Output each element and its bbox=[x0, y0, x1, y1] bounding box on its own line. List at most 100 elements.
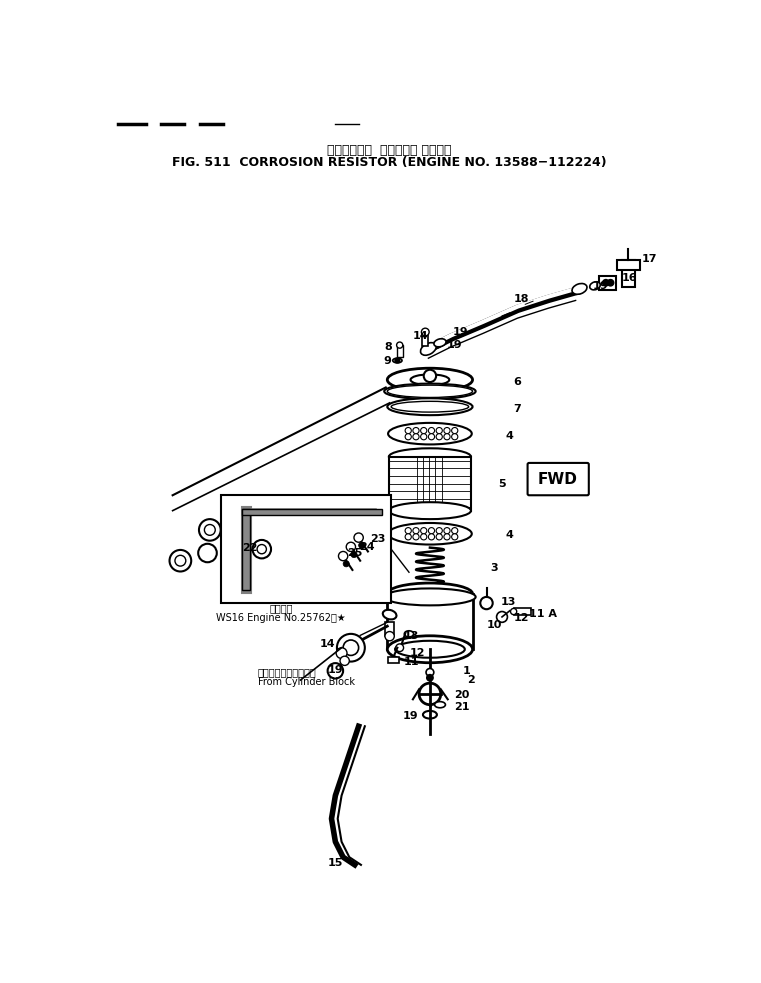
Text: 12: 12 bbox=[409, 648, 425, 658]
Text: 7: 7 bbox=[514, 404, 521, 414]
Ellipse shape bbox=[590, 282, 600, 290]
Circle shape bbox=[385, 631, 394, 641]
Circle shape bbox=[337, 634, 365, 662]
Circle shape bbox=[436, 434, 442, 439]
Ellipse shape bbox=[572, 283, 587, 294]
Ellipse shape bbox=[421, 343, 436, 355]
Circle shape bbox=[436, 428, 442, 434]
Circle shape bbox=[358, 543, 365, 549]
FancyBboxPatch shape bbox=[527, 463, 589, 495]
Ellipse shape bbox=[395, 641, 465, 658]
Bar bbox=[397, 345, 403, 358]
Circle shape bbox=[444, 528, 450, 534]
Circle shape bbox=[339, 551, 348, 560]
Text: 14: 14 bbox=[413, 331, 428, 341]
Circle shape bbox=[343, 640, 358, 656]
Circle shape bbox=[421, 434, 427, 439]
Text: 16: 16 bbox=[622, 273, 638, 283]
Ellipse shape bbox=[404, 631, 414, 637]
Circle shape bbox=[351, 551, 357, 557]
Ellipse shape bbox=[434, 339, 446, 347]
Text: 4: 4 bbox=[506, 530, 514, 541]
Circle shape bbox=[396, 342, 403, 348]
Text: 13: 13 bbox=[501, 597, 516, 607]
Circle shape bbox=[451, 528, 458, 534]
Circle shape bbox=[497, 611, 508, 622]
Circle shape bbox=[427, 674, 433, 681]
Text: 6: 6 bbox=[514, 377, 521, 387]
Text: 19: 19 bbox=[403, 712, 419, 722]
Circle shape bbox=[424, 370, 436, 382]
Bar bbox=[622, 260, 635, 287]
Text: 22: 22 bbox=[242, 543, 258, 552]
Ellipse shape bbox=[383, 609, 396, 619]
Text: 19: 19 bbox=[593, 281, 608, 291]
Ellipse shape bbox=[389, 502, 471, 519]
Text: 19: 19 bbox=[446, 340, 462, 350]
Text: 18: 18 bbox=[514, 294, 529, 304]
Text: 10: 10 bbox=[486, 619, 501, 630]
Circle shape bbox=[421, 428, 427, 434]
Circle shape bbox=[395, 358, 400, 363]
Circle shape bbox=[603, 279, 609, 286]
Circle shape bbox=[428, 534, 435, 540]
Text: 8: 8 bbox=[384, 342, 392, 353]
Text: 12: 12 bbox=[514, 613, 529, 623]
Circle shape bbox=[199, 519, 221, 541]
Ellipse shape bbox=[384, 383, 476, 399]
Circle shape bbox=[413, 428, 419, 434]
Ellipse shape bbox=[384, 589, 476, 606]
Text: 2: 2 bbox=[467, 675, 475, 685]
Text: 19: 19 bbox=[328, 665, 343, 675]
Circle shape bbox=[405, 528, 412, 534]
Bar bbox=[389, 457, 471, 510]
Circle shape bbox=[444, 428, 450, 434]
Circle shape bbox=[198, 544, 217, 562]
Text: 23: 23 bbox=[371, 534, 386, 545]
Circle shape bbox=[426, 668, 434, 676]
Text: 1: 1 bbox=[463, 665, 470, 676]
Text: 11 A: 11 A bbox=[529, 608, 557, 619]
Bar bbox=[514, 608, 530, 615]
Text: 適用号機: 適用号機 bbox=[269, 604, 293, 613]
Circle shape bbox=[253, 540, 271, 558]
Bar bbox=[388, 657, 399, 664]
Circle shape bbox=[340, 657, 349, 665]
Circle shape bbox=[413, 434, 419, 439]
Ellipse shape bbox=[387, 583, 473, 605]
Ellipse shape bbox=[387, 369, 473, 391]
Text: 20: 20 bbox=[454, 690, 470, 701]
Bar bbox=[242, 509, 250, 590]
Circle shape bbox=[405, 534, 412, 540]
Text: From Cylinder Block: From Cylinder Block bbox=[258, 677, 355, 687]
Circle shape bbox=[405, 434, 412, 439]
Circle shape bbox=[511, 608, 517, 614]
Text: 3: 3 bbox=[490, 563, 498, 573]
Text: FWD: FWD bbox=[538, 472, 578, 487]
Text: 14: 14 bbox=[320, 639, 336, 649]
Ellipse shape bbox=[387, 385, 473, 397]
Bar bbox=[242, 509, 382, 515]
Circle shape bbox=[336, 648, 347, 659]
Text: 11: 11 bbox=[403, 658, 419, 667]
Circle shape bbox=[175, 555, 186, 566]
Circle shape bbox=[396, 644, 403, 652]
Text: シリンダブロックから: シリンダブロックから bbox=[258, 667, 317, 677]
Ellipse shape bbox=[388, 423, 472, 444]
Text: 9: 9 bbox=[384, 356, 391, 367]
Circle shape bbox=[343, 560, 349, 567]
Circle shape bbox=[428, 528, 435, 534]
Circle shape bbox=[405, 428, 412, 434]
Ellipse shape bbox=[387, 636, 473, 663]
Circle shape bbox=[444, 434, 450, 439]
Text: コロージョン  レジスタ　 適用号機: コロージョン レジスタ 適用号機 bbox=[327, 144, 452, 157]
Circle shape bbox=[419, 683, 441, 705]
Circle shape bbox=[421, 534, 427, 540]
Text: 19: 19 bbox=[453, 327, 469, 337]
Circle shape bbox=[607, 279, 613, 286]
Circle shape bbox=[205, 525, 215, 536]
Circle shape bbox=[257, 545, 266, 553]
Text: 15: 15 bbox=[328, 858, 343, 868]
Circle shape bbox=[451, 434, 458, 439]
Circle shape bbox=[444, 534, 450, 540]
